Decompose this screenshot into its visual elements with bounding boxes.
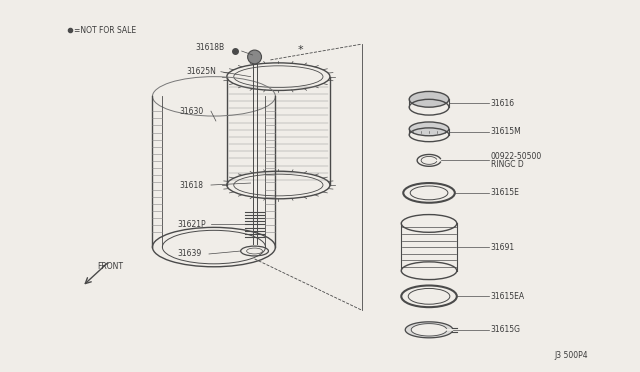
Text: 31621P: 31621P (177, 220, 206, 229)
Ellipse shape (409, 122, 449, 136)
Text: 31615E: 31615E (490, 188, 520, 198)
Text: 31615EA: 31615EA (490, 292, 525, 301)
Text: 31691: 31691 (490, 243, 515, 251)
Text: 31625N: 31625N (186, 67, 216, 76)
Text: FRONT: FRONT (97, 262, 123, 271)
Text: =NOT FOR SALE: =NOT FOR SALE (74, 26, 136, 35)
Text: J3 500P4: J3 500P4 (554, 351, 588, 360)
Text: 31615M: 31615M (490, 127, 521, 136)
Text: 00922-50500: 00922-50500 (490, 152, 541, 161)
Text: RINGC D: RINGC D (490, 160, 524, 169)
Polygon shape (405, 322, 452, 338)
Text: 31616: 31616 (490, 99, 515, 108)
Text: 31618B: 31618B (195, 43, 224, 52)
Circle shape (248, 50, 262, 64)
Text: 31630: 31630 (179, 107, 204, 116)
Text: 31615G: 31615G (490, 326, 520, 334)
Text: 31639: 31639 (177, 250, 202, 259)
Text: *: * (298, 45, 303, 55)
Ellipse shape (409, 92, 449, 107)
Text: 31618: 31618 (179, 180, 204, 189)
